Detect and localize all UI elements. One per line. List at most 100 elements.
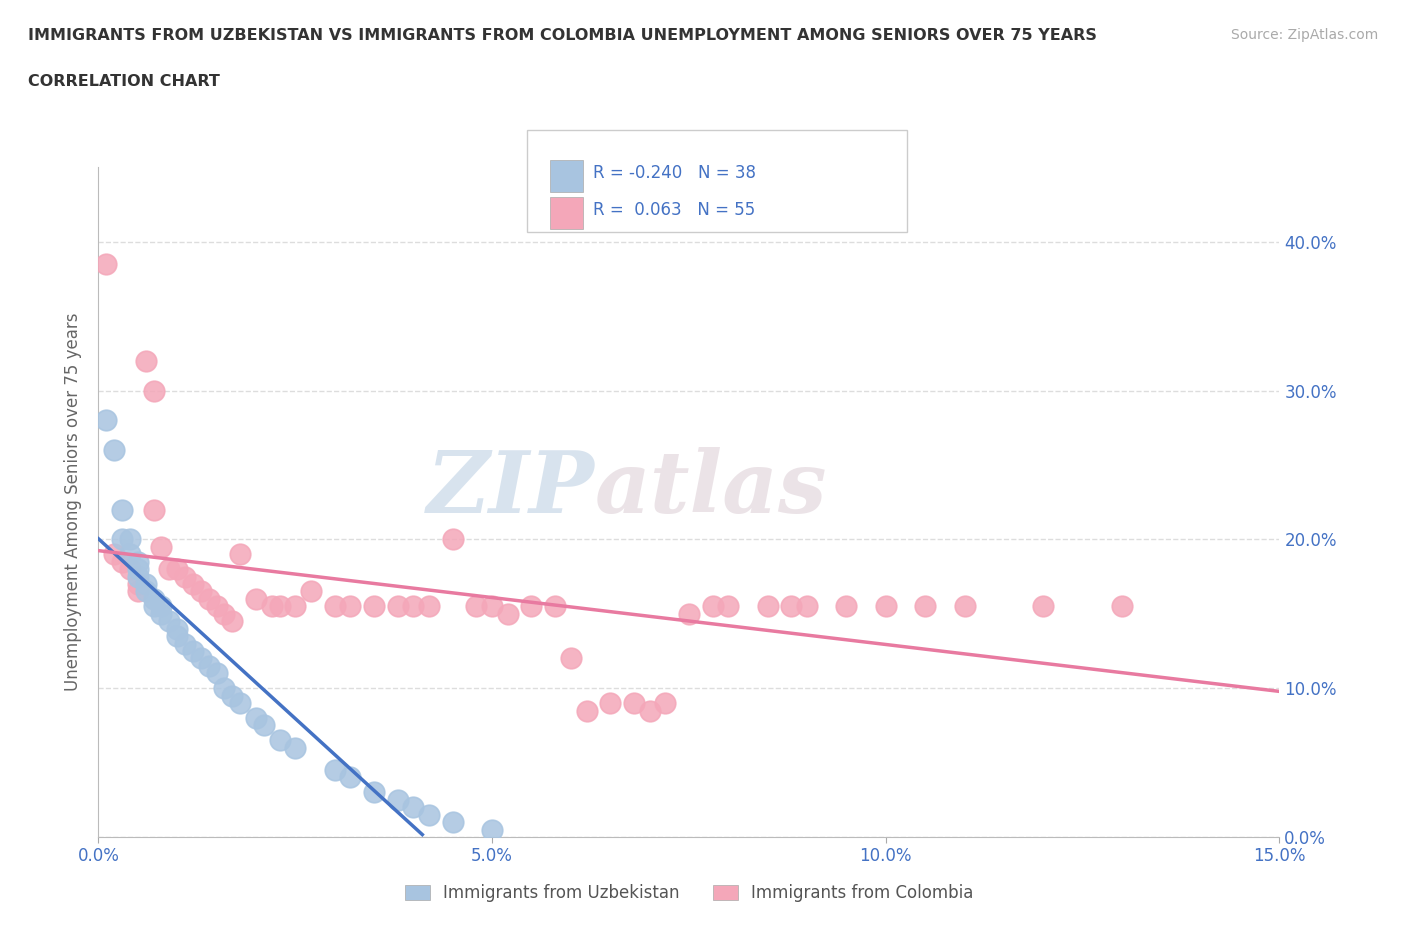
- Point: [103, 547, 125, 562]
- Point: [481, 599, 503, 614]
- Point: [1111, 599, 1133, 614]
- Point: [111, 554, 134, 569]
- Point: [638, 703, 661, 718]
- Text: Source: ZipAtlas.com: Source: ZipAtlas.com: [1230, 28, 1378, 42]
- Point: [465, 599, 488, 614]
- Point: [560, 651, 582, 666]
- Point: [197, 591, 219, 606]
- Point: [166, 621, 188, 636]
- Point: [835, 599, 858, 614]
- Point: [269, 733, 291, 748]
- Point: [269, 599, 291, 614]
- Point: [441, 815, 464, 830]
- Point: [118, 562, 141, 577]
- Point: [221, 688, 243, 703]
- Point: [496, 606, 519, 621]
- Point: [441, 532, 464, 547]
- Point: [418, 807, 440, 822]
- Text: ZIP: ZIP: [426, 447, 595, 530]
- Point: [253, 718, 276, 733]
- Text: atlas: atlas: [595, 447, 827, 530]
- Point: [387, 599, 409, 614]
- Point: [702, 599, 724, 614]
- Point: [780, 599, 803, 614]
- Point: [260, 599, 283, 614]
- Point: [520, 599, 543, 614]
- Point: [135, 353, 157, 368]
- Point: [323, 599, 346, 614]
- Point: [387, 792, 409, 807]
- Point: [142, 591, 165, 606]
- Text: IMMIGRANTS FROM UZBEKISTAN VS IMMIGRANTS FROM COLOMBIA UNEMPLOYMENT AMONG SENIOR: IMMIGRANTS FROM UZBEKISTAN VS IMMIGRANTS…: [28, 28, 1097, 43]
- Point: [103, 443, 125, 458]
- Point: [166, 562, 188, 577]
- Point: [157, 562, 180, 577]
- Point: [221, 614, 243, 629]
- Point: [284, 740, 307, 755]
- Point: [127, 584, 149, 599]
- Point: [875, 599, 897, 614]
- Point: [135, 577, 157, 591]
- Point: [214, 681, 236, 696]
- Point: [599, 696, 621, 711]
- Point: [111, 502, 134, 517]
- Point: [135, 584, 157, 599]
- Point: [229, 696, 252, 711]
- Point: [205, 666, 228, 681]
- Point: [214, 606, 236, 621]
- Point: [575, 703, 598, 718]
- Point: [796, 599, 818, 614]
- Point: [205, 599, 228, 614]
- Point: [284, 599, 307, 614]
- Legend: Immigrants from Uzbekistan, Immigrants from Colombia: Immigrants from Uzbekistan, Immigrants f…: [398, 878, 980, 909]
- Point: [157, 614, 180, 629]
- Point: [323, 763, 346, 777]
- Point: [190, 651, 212, 666]
- Point: [96, 413, 118, 428]
- Point: [717, 599, 740, 614]
- Point: [166, 629, 188, 644]
- Point: [150, 606, 173, 621]
- Point: [363, 599, 385, 614]
- Y-axis label: Unemployment Among Seniors over 75 years: Unemployment Among Seniors over 75 years: [65, 313, 83, 691]
- Point: [402, 599, 425, 614]
- Text: R = -0.240   N = 38: R = -0.240 N = 38: [593, 164, 756, 181]
- Point: [418, 599, 440, 614]
- Text: CORRELATION CHART: CORRELATION CHART: [28, 74, 219, 89]
- Point: [111, 532, 134, 547]
- Point: [953, 599, 976, 614]
- Point: [914, 599, 936, 614]
- Point: [190, 584, 212, 599]
- Point: [174, 569, 197, 584]
- Point: [181, 644, 204, 658]
- Point: [181, 577, 204, 591]
- Point: [174, 636, 197, 651]
- Point: [96, 257, 118, 272]
- Point: [481, 822, 503, 837]
- Point: [118, 547, 141, 562]
- Point: [142, 502, 165, 517]
- Point: [654, 696, 676, 711]
- Point: [299, 584, 322, 599]
- Point: [756, 599, 779, 614]
- Point: [118, 532, 141, 547]
- Point: [363, 785, 385, 800]
- Point: [127, 569, 149, 584]
- Point: [678, 606, 700, 621]
- Point: [197, 658, 219, 673]
- Point: [245, 591, 267, 606]
- Point: [142, 599, 165, 614]
- Point: [127, 562, 149, 577]
- Point: [150, 599, 173, 614]
- Point: [402, 800, 425, 815]
- Point: [623, 696, 645, 711]
- Point: [544, 599, 567, 614]
- Point: [339, 599, 361, 614]
- Text: R =  0.063   N = 55: R = 0.063 N = 55: [593, 201, 755, 219]
- Point: [150, 539, 173, 554]
- Point: [1032, 599, 1054, 614]
- Point: [127, 554, 149, 569]
- Point: [245, 711, 267, 725]
- Point: [142, 383, 165, 398]
- Point: [339, 770, 361, 785]
